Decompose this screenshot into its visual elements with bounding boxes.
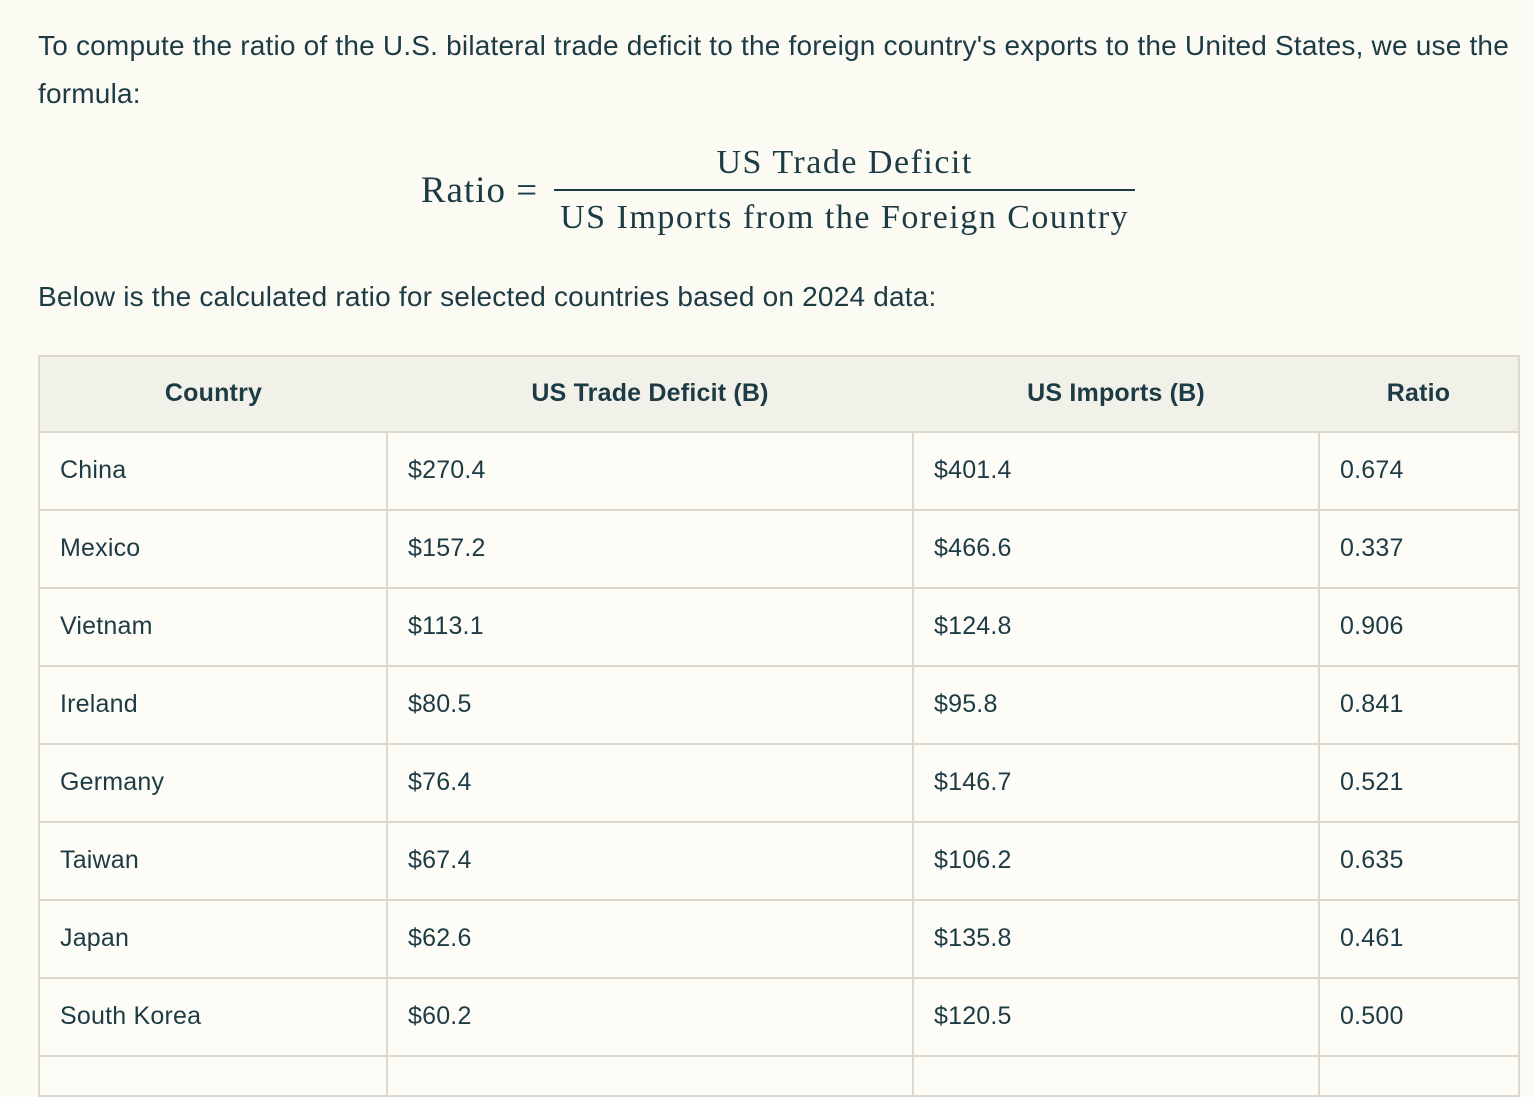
cell-imports: $106.2 (912, 820, 1320, 901)
table-row: Germany $76.4 $146.7 0.521 (38, 742, 1520, 823)
cell-ratio: 0.906 (1318, 586, 1520, 667)
column-header-trade-deficit: US Trade Deficit (B) (387, 354, 913, 433)
cell-imports: $401.4 (912, 430, 1320, 511)
table-row: Mexico $157.2 $466.6 0.337 (38, 508, 1520, 589)
cell-country: Ireland (38, 664, 388, 745)
cell-trade-deficit: $67.4 (386, 820, 914, 901)
cell-imports: $466.6 (912, 508, 1320, 589)
cell-trade-deficit: $60.2 (386, 976, 914, 1057)
cell-country: China (38, 430, 388, 511)
cell-country: Mexico (38, 508, 388, 589)
cell-trade-deficit: $62.6 (386, 898, 914, 979)
cell-ratio: 0.461 (1318, 898, 1520, 979)
cell-trade-deficit: $80.5 (386, 664, 914, 745)
cell-trade-deficit: $113.1 (386, 586, 914, 667)
cell-imports: $135.8 (912, 898, 1320, 979)
cell-ratio: 0.674 (1318, 430, 1520, 511)
formula-numerator: US Trade Deficit (716, 144, 973, 181)
table-row: China $270.4 $401.4 0.674 (38, 430, 1520, 511)
cell-ratio: 0.841 (1318, 664, 1520, 745)
formula-equals-sign: = (516, 169, 539, 211)
column-header-country: Country (38, 354, 387, 433)
cell-imports: $146.7 (912, 742, 1320, 823)
cell-imports: $95.8 (912, 664, 1320, 745)
table-row: South Korea $60.2 $120.5 0.500 (38, 976, 1520, 1057)
cell-imports: $124.8 (912, 586, 1320, 667)
formula-fraction: US Trade Deficit US Imports from the For… (554, 144, 1136, 237)
cell-ratio: 0.635 (1318, 820, 1520, 901)
cell-imports (912, 1054, 1320, 1097)
cell-country: Japan (38, 898, 388, 979)
column-header-ratio: Ratio (1319, 354, 1520, 433)
cell-ratio: 0.500 (1318, 976, 1520, 1057)
cell-ratio: 0.521 (1318, 742, 1520, 823)
column-header-imports: US Imports (B) (913, 354, 1319, 433)
formula-lhs-label: Ratio (420, 169, 506, 211)
cell-trade-deficit (386, 1054, 914, 1097)
table-row: Ireland $80.5 $95.8 0.841 (38, 664, 1520, 745)
cell-country: Germany (38, 742, 388, 823)
cell-country: Taiwan (38, 820, 388, 901)
cell-ratio (1318, 1054, 1520, 1097)
cell-country: Vietnam (38, 586, 388, 667)
ratio-formula: Ratio = US Trade Deficit US Imports from… (38, 144, 1518, 237)
formula-denominator: US Imports from the Foreign Country (554, 189, 1136, 236)
intro-paragraph: To compute the ratio of the U.S. bilater… (38, 30, 1509, 109)
table-intro-paragraph: Below is the calculated ratio for select… (38, 280, 937, 312)
table-row: Vietnam $113.1 $124.8 0.906 (38, 586, 1520, 667)
cell-ratio: 0.337 (1318, 508, 1520, 589)
cell-trade-deficit: $76.4 (386, 742, 914, 823)
cell-imports: $120.5 (912, 976, 1320, 1057)
cell-trade-deficit: $157.2 (386, 508, 914, 589)
table-row: Taiwan $67.4 $106.2 0.635 (38, 820, 1520, 901)
cell-trade-deficit: $270.4 (386, 430, 914, 511)
cell-country: South Korea (38, 976, 388, 1057)
table-row-partial (38, 1054, 1520, 1097)
table-header-row: Country US Trade Deficit (B) US Imports … (38, 354, 1520, 433)
cell-country (38, 1054, 388, 1097)
trade-ratio-table: Country US Trade Deficit (B) US Imports … (38, 354, 1520, 1097)
formula-lhs: Ratio = (421, 169, 538, 212)
table-row: Japan $62.6 $135.8 0.461 (38, 898, 1520, 979)
